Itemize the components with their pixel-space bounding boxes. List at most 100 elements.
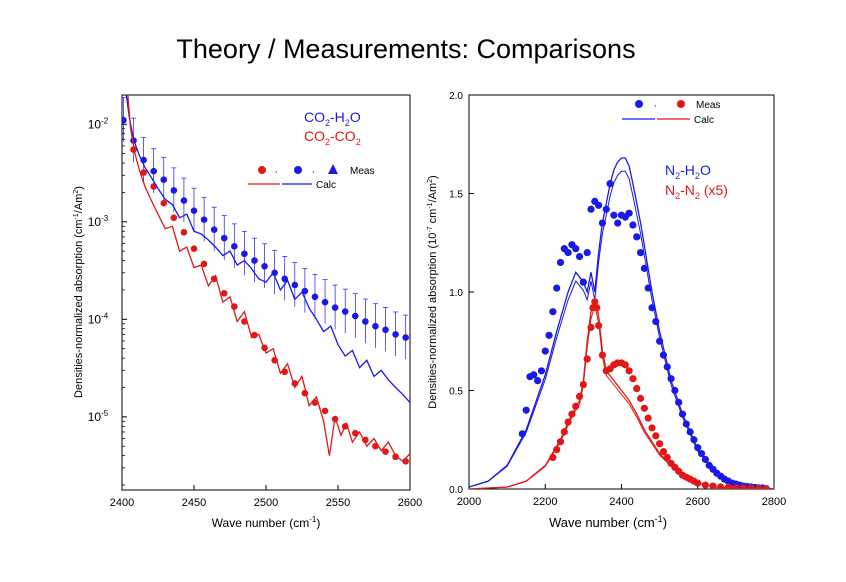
right-y-tick-label: 1.5: [449, 190, 463, 201]
left-meas-point-red: [382, 448, 389, 455]
left-meas-point-blue: [392, 331, 399, 338]
left-meas-point-red: [170, 214, 178, 222]
right-meas-point-red: [659, 447, 668, 456]
right-meas-point-blue: [625, 209, 633, 217]
right-meas-point-blue: [545, 331, 553, 339]
right-legend-meas: Meas: [696, 100, 720, 111]
right-meas-point-red: [648, 424, 656, 432]
left-meas-point-red: [140, 169, 147, 176]
right-meas-point-red: [762, 485, 770, 489]
right-legend-sep: ,: [654, 99, 656, 108]
right-meas-point-blue: [553, 284, 561, 292]
right-meas-point-red: [625, 367, 633, 375]
right-meas-point-blue: [595, 201, 603, 209]
left-meas-point-blue: [341, 308, 349, 315]
right-meas-point-blue: [614, 219, 622, 227]
left-meas-point-blue: [402, 334, 409, 341]
left-meas-point-blue: [281, 275, 289, 283]
right-meas-point-blue: [534, 377, 542, 385]
left-meas-point-blue: [210, 226, 218, 233]
right-meas-point-blue: [572, 245, 580, 253]
left-meas-point-red: [392, 453, 399, 461]
right-legend-red-marker: [677, 100, 685, 108]
right-y-tick-label: 1.0: [449, 288, 463, 299]
right-chart: 2000 2200 2400 2600 2800 0.0 0.5 1.0 1.5 2.0 Wave…: [427, 91, 786, 530]
right-meas-point-red: [636, 394, 645, 402]
right-series-group: [469, 157, 774, 489]
right-meas-point-red: [629, 375, 637, 383]
left-meas-point-blue: [231, 243, 238, 250]
left-legend-series2: CO2-CO2: [304, 128, 361, 147]
right-x-tick-label: 2200: [533, 496, 557, 508]
left-meas-point-blue: [251, 257, 258, 264]
right-meas-point-red: [652, 432, 660, 440]
left-meas-point-red: [220, 289, 228, 297]
left-meas-point-blue: [291, 281, 299, 289]
left-meas-point-red: [190, 245, 198, 252]
right-plot-area: [468, 94, 775, 490]
left-series-group: [122, 94, 410, 465]
left-y-axis-label: Densities-normalized absorption (cm-1/Am…: [73, 186, 85, 398]
left-y-tick-label: 10-4: [88, 311, 109, 326]
right-legend-calc: Calc: [694, 115, 714, 126]
right-meas-point-blue: [537, 367, 546, 375]
left-meas-point-blue: [170, 187, 178, 194]
left-legend-red-marker: [258, 166, 266, 174]
left-x-tick-label: 2500: [254, 497, 278, 509]
left-legend-blue-marker: [294, 166, 302, 174]
right-y-axis-label: Densities-normalized absorption (10-7 cm…: [427, 175, 439, 408]
right-meas-point-red: [755, 484, 763, 489]
right-meas-point-blue: [522, 406, 530, 414]
slide-title: Theory / Measurements: Comparisons: [176, 34, 636, 64]
left-y-tick-label: 10-5: [88, 409, 109, 424]
left-x-axis-label: Wave number (cm-1): [212, 515, 321, 530]
left-meas-point-red: [281, 368, 289, 376]
left-meas-point-red: [160, 199, 168, 207]
left-x-tick-label: 2450: [182, 497, 206, 509]
left-x-tick-label: 2600: [398, 497, 422, 509]
right-y-tick-label: 0.0: [449, 485, 463, 496]
right-y-tick-label: 0.5: [449, 387, 463, 398]
left-meas-point-blue: [180, 197, 188, 204]
left-legend-series1: CO2-H2O: [304, 109, 361, 128]
left-meas-point-blue: [301, 287, 309, 295]
left-meas-point-blue: [321, 298, 329, 306]
right-y-tick-label: 2.0: [449, 91, 463, 102]
left-meas-point-red: [321, 407, 329, 415]
left-meas-point-blue: [271, 269, 278, 277]
right-x-tick-label: 2800: [762, 496, 786, 508]
right-meas-point-red: [644, 414, 652, 422]
left-calc-line-blue: [125, 94, 410, 404]
right-meas-point-blue: [575, 252, 584, 261]
right-legend-series1: N2-H2O: [665, 162, 711, 181]
right-meas-point-blue: [564, 249, 572, 257]
right-legend-series2: N2-N2 (x5): [665, 182, 728, 201]
left-x-tick-label: 2400: [110, 497, 134, 509]
left-legend-sep1: ,: [275, 165, 277, 174]
left-meas-point-blue: [220, 234, 228, 242]
left-meas-point-blue: [362, 318, 369, 325]
left-meas-point-blue: [150, 167, 157, 175]
left-meas-point-blue: [351, 312, 359, 320]
left-meas-point-red: [180, 229, 188, 236]
left-meas-point-blue: [311, 293, 319, 301]
right-calc-line2-blue: [469, 170, 774, 489]
left-meas-point-blue: [122, 116, 127, 124]
right-calc-line2-red: [469, 305, 774, 489]
right-x-tick-label: 2400: [609, 496, 633, 508]
right-meas-point-blue: [549, 308, 557, 316]
right-x-tick-label: 2600: [686, 496, 710, 508]
right-meas-point-red: [640, 404, 648, 412]
right-meas-point-blue: [556, 258, 565, 267]
left-legend-sep2: ,: [312, 165, 314, 174]
right-meas-point-blue: [636, 249, 645, 257]
left-y-tick-label: 10-3: [88, 214, 109, 229]
right-x-axis-label: Wave number (cm-1): [549, 514, 667, 530]
right-meas-point-blue: [610, 211, 618, 219]
left-calc-line-red: [127, 94, 410, 463]
right-meas-point-red: [621, 361, 629, 369]
right-meas-point-blue: [633, 233, 641, 241]
left-x-tick-label: 2550: [326, 497, 350, 509]
left-meas-point-blue: [160, 176, 168, 184]
